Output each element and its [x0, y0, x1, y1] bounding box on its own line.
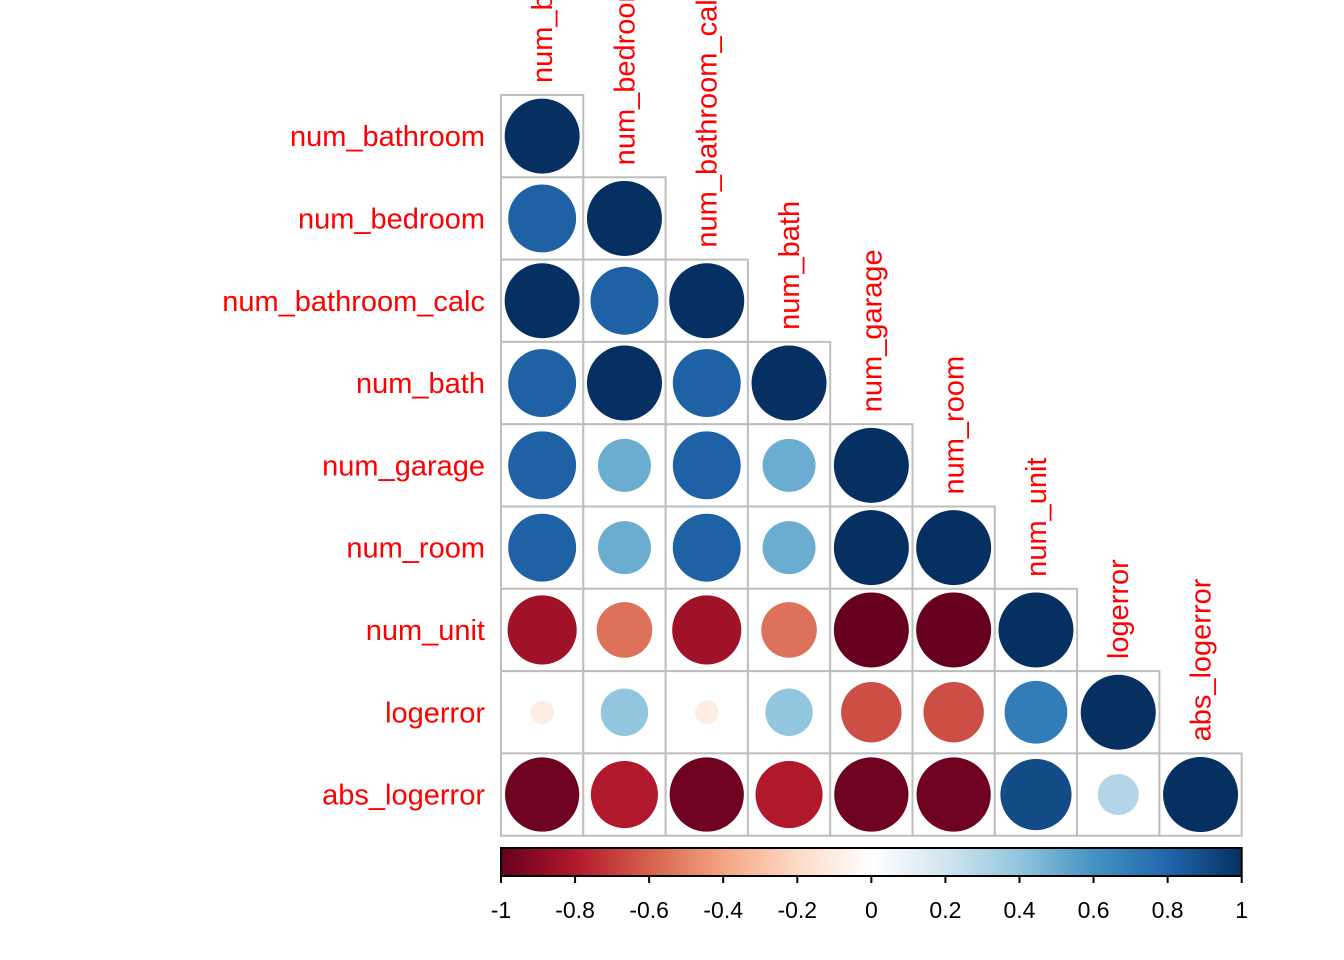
row-label-num_bedroom: num_bedroom — [298, 203, 485, 235]
circle-num_bathroom-num_bathroom — [504, 98, 580, 174]
colorbar-tick-label: 0 — [865, 897, 878, 923]
row-label-num_garage: num_garage — [322, 450, 485, 482]
circle-num_unit-num_bathroom — [507, 595, 577, 665]
circle-logerror-logerror — [1080, 674, 1156, 750]
circle-num_room-num_garage — [833, 510, 909, 586]
circle-abs_logerror-num_bathroom — [505, 757, 580, 832]
circle-abs_logerror-abs_logerror — [1163, 757, 1239, 833]
circle-abs_logerror-num_bathroom_calc — [669, 757, 744, 832]
col-label-logerror: logerror — [1103, 559, 1135, 659]
circle-num_bathroom_calc-num_bedroom — [590, 266, 659, 335]
col-label-num_bathroom_calc: num_bathroom_calc — [692, 0, 724, 248]
colorbar-tick-label: 0.2 — [929, 897, 961, 923]
colorbar — [500, 847, 1243, 877]
colorbar-tick-label: -0.8 — [555, 897, 595, 923]
circle-logerror-num_unit — [1004, 680, 1068, 744]
circle-abs_logerror-num_bath — [755, 761, 823, 829]
row-label-num_bathroom: num_bathroom — [290, 121, 485, 153]
row-label-num_bath: num_bath — [356, 368, 485, 400]
circle-num_unit-num_garage — [833, 592, 909, 668]
circle-num_bath-num_bathroom_calc — [672, 349, 741, 418]
circle-num_garage-num_bathroom_calc — [672, 431, 741, 500]
col-label-num_bedroom: num_bedroom — [609, 0, 641, 165]
colorbar-tick-label: 1 — [1235, 897, 1248, 923]
circle-num_unit-num_bathroom_calc — [672, 595, 742, 665]
circle-num_unit-num_bath — [761, 602, 817, 658]
circle-num_garage-num_bathroom — [508, 431, 577, 500]
row-label-num_room: num_room — [346, 533, 485, 565]
circle-num_bathroom_calc-num_bathroom_calc — [669, 263, 745, 339]
circle-num_room-num_bedroom — [597, 521, 651, 575]
circle-num_garage-num_bedroom — [597, 438, 651, 492]
circle-num_unit-num_unit — [998, 592, 1074, 668]
correlation-circles — [504, 98, 1239, 833]
circle-num_garage-num_bath — [762, 438, 816, 492]
row-label-logerror: logerror — [385, 697, 485, 729]
circle-num_room-num_bathroom_calc — [672, 513, 741, 582]
circle-num_unit-num_room — [916, 592, 992, 668]
col-label-num_unit: num_unit — [1021, 457, 1053, 576]
circle-abs_logerror-logerror — [1097, 774, 1139, 816]
colorbar-tick-label: 0.6 — [1078, 897, 1110, 923]
circle-num_bath-num_bathroom — [508, 349, 577, 418]
circle-num_unit-num_bedroom — [596, 602, 653, 658]
row-label-abs_logerror: abs_logerror — [322, 780, 485, 812]
circle-num_room-num_bathroom — [508, 513, 577, 582]
colorbar-tick-label: -0.4 — [703, 897, 743, 923]
circle-abs_logerror-num_garage — [834, 757, 909, 832]
col-label-abs_logerror: abs_logerror — [1186, 578, 1218, 741]
circle-num_bath-num_bath — [751, 345, 827, 421]
circle-logerror-num_bathroom — [530, 700, 555, 725]
circle-abs_logerror-num_unit — [1000, 758, 1072, 831]
circle-abs_logerror-num_room — [916, 757, 991, 832]
circle-num_bathroom_calc-num_bathroom — [504, 263, 580, 339]
circle-logerror-num_garage — [841, 682, 902, 743]
row-label-num_bathroom_calc: num_bathroom_calc — [222, 286, 485, 318]
circle-logerror-num_bathroom_calc — [694, 700, 719, 725]
colorbar-tick-label: 0.4 — [1003, 897, 1035, 923]
circle-num_bath-num_bedroom — [586, 345, 662, 421]
row-label-num_unit: num_unit — [366, 615, 485, 647]
col-label-num_room: num_room — [939, 356, 971, 495]
circle-num_bedroom-num_bedroom — [586, 180, 662, 256]
colorbar-tick-label: -0.2 — [777, 897, 817, 923]
col-label-num_bath: num_bath — [774, 201, 806, 330]
circle-num_room-num_bath — [762, 521, 816, 575]
circle-num_bedroom-num_bathroom — [508, 184, 577, 253]
row-labels: num_bathroom num_bedroom num_bathroom_calc… — [222, 121, 485, 811]
colorbar-tick-label: -1 — [491, 897, 511, 923]
circle-logerror-num_bedroom — [600, 688, 649, 736]
col-label-num_garage: num_garage — [856, 249, 888, 412]
circle-num_garage-num_garage — [833, 427, 909, 503]
circle-logerror-num_bath — [765, 688, 813, 736]
col-label-num_bathroom: num_bathroom — [527, 0, 559, 83]
colorbar-tick-label: -0.6 — [629, 897, 669, 923]
circle-num_room-num_room — [916, 510, 992, 586]
cell-num_garage-num_bath — [746, 423, 832, 508]
colorbar-tick-label: 0.8 — [1152, 897, 1184, 923]
colorbar-ticks: -1 -0.8 -0.6 -0.4 -0.2 0 0.2 0.4 0.6 0.8 1 — [491, 876, 1248, 923]
circle-logerror-num_room — [923, 682, 984, 743]
column-labels: num_bathroom num_bedroom num_bathroom_calc… — [527, 0, 1217, 741]
circle-abs_logerror-num_bedroom — [590, 761, 658, 829]
colorbar-gradient — [500, 847, 1243, 877]
